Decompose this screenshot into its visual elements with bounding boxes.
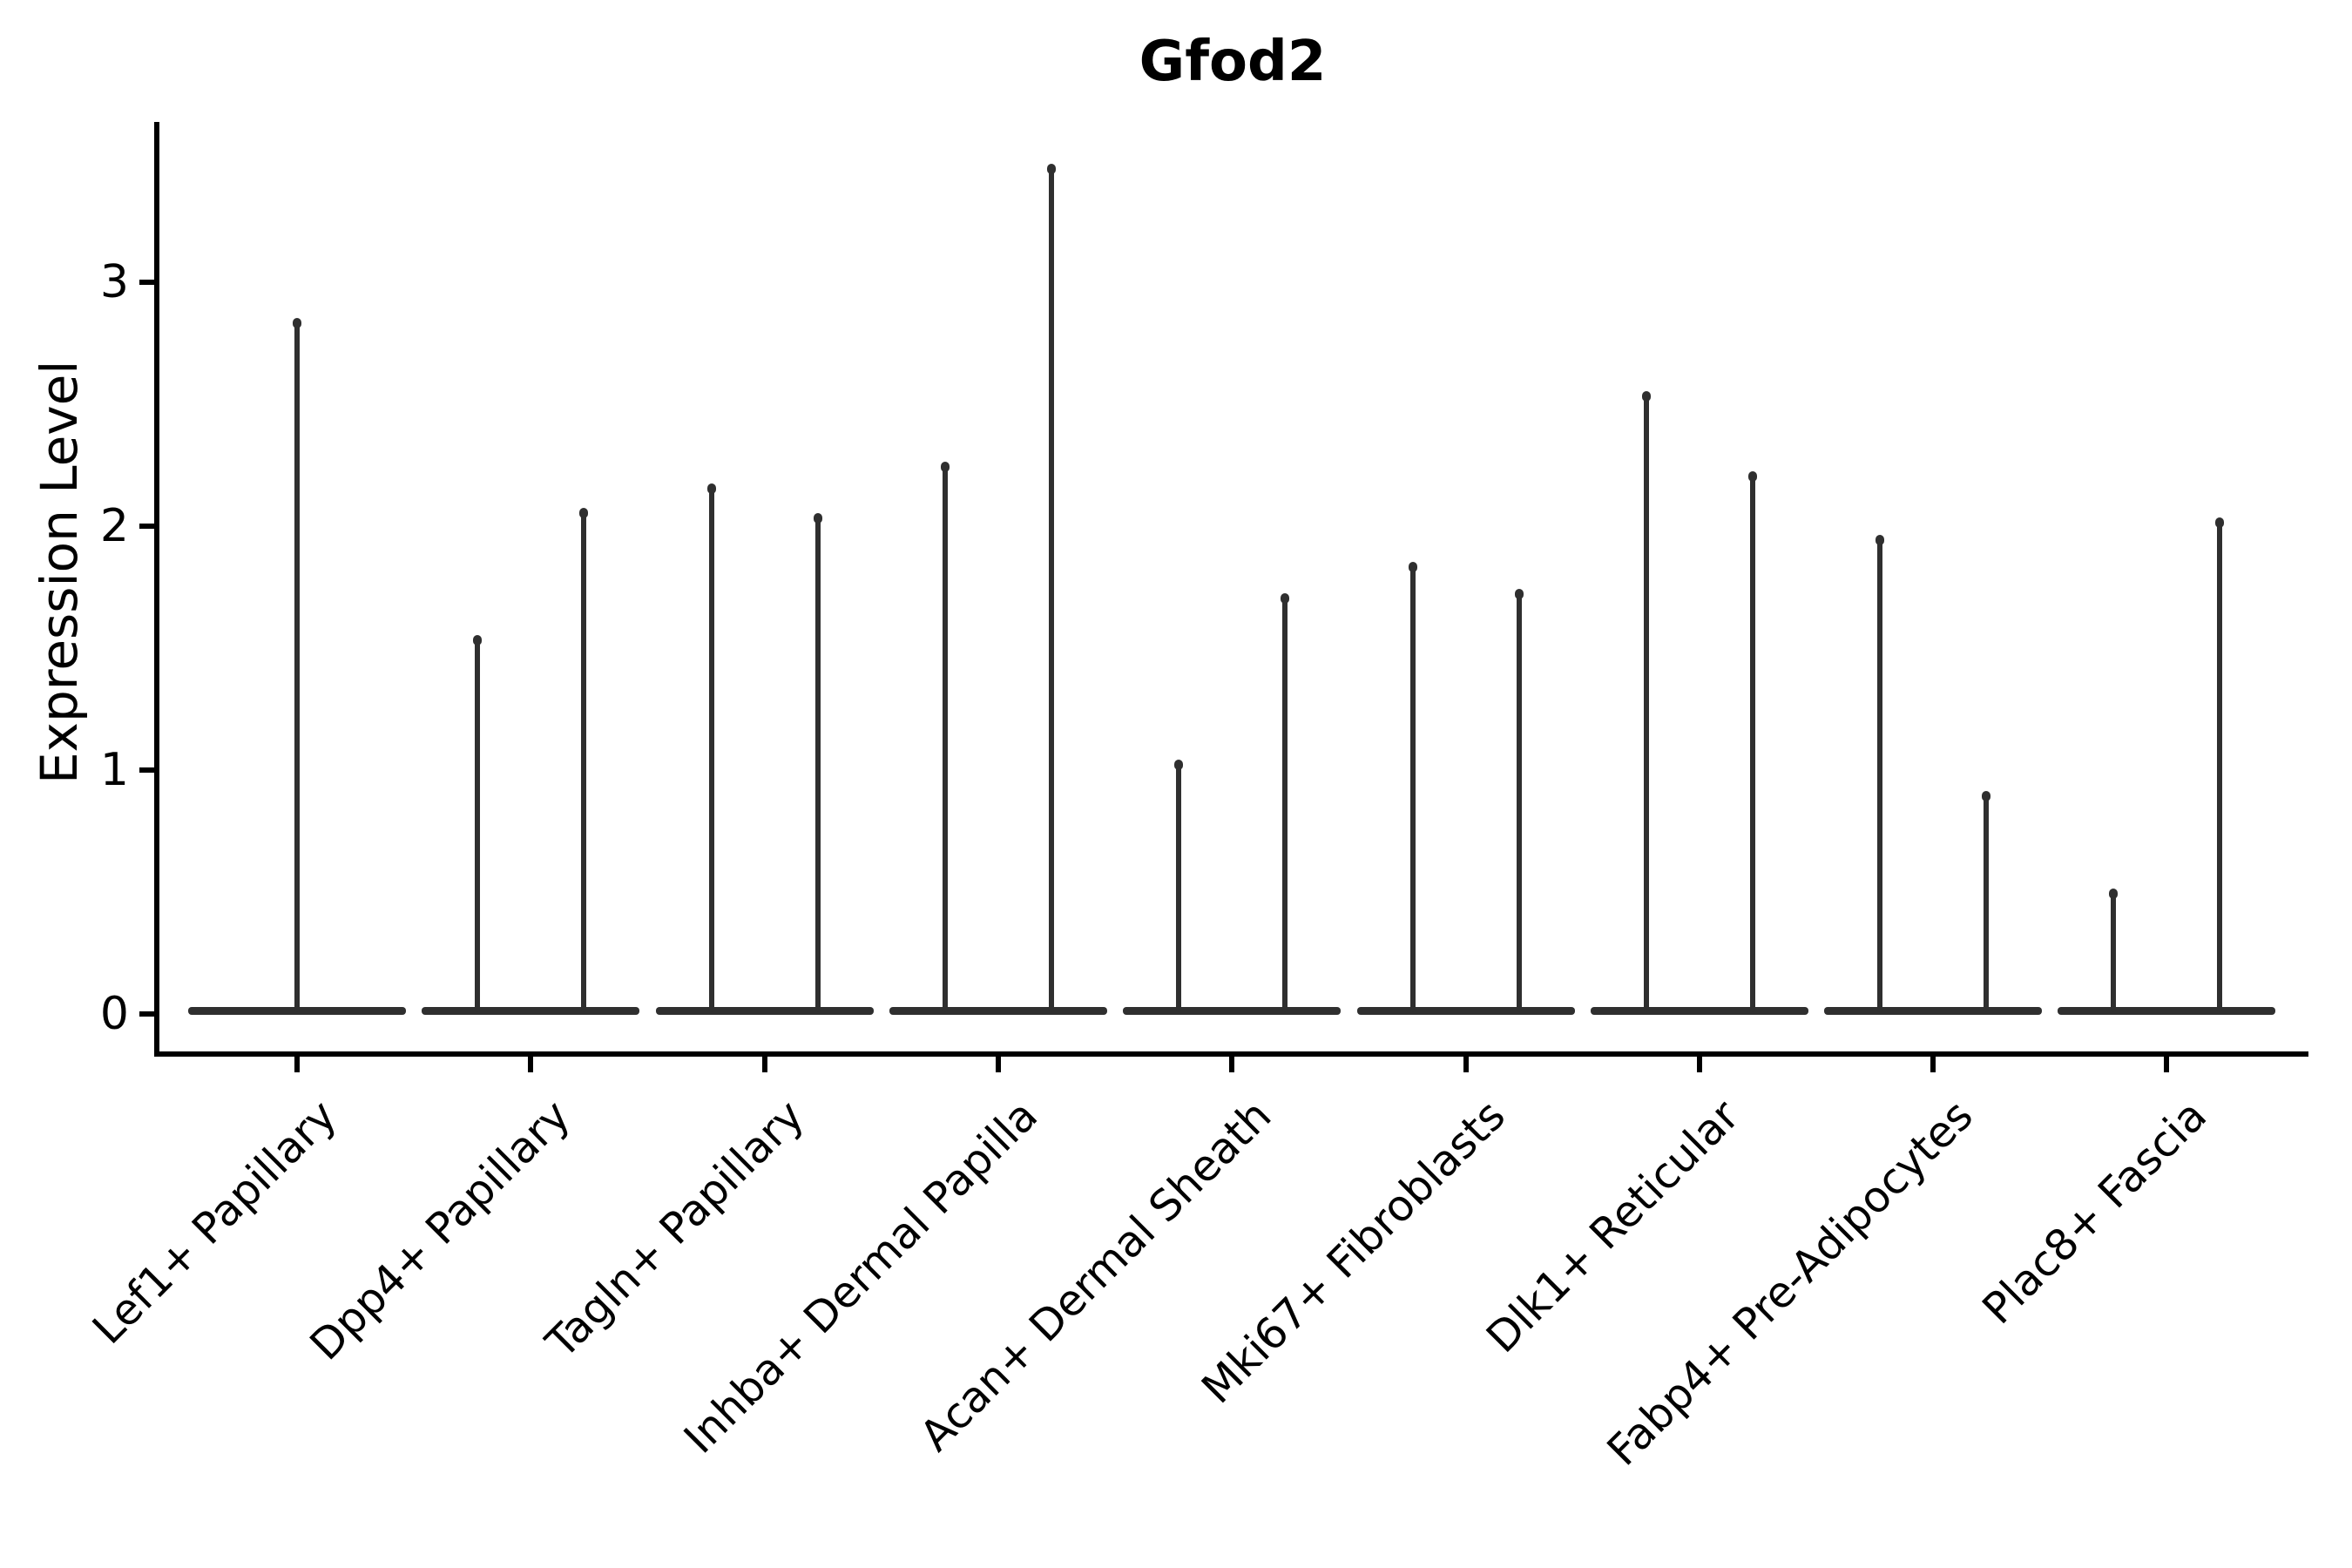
violin-spike (708, 487, 714, 1012)
violin-spike (1643, 394, 1649, 1012)
violin-base (422, 1007, 640, 1015)
x-tick-label: Plac8+ Fascia (1972, 1091, 2216, 1335)
violin-spike (2217, 521, 2223, 1012)
x-tick-mark (761, 1057, 767, 1072)
x-tick-mark (1696, 1057, 1702, 1072)
x-tick-mark (294, 1057, 300, 1072)
violin-spike-tip (2109, 889, 2119, 899)
x-tick-label: Dlk1+ Reticular (1477, 1091, 1749, 1362)
violin-base (889, 1007, 1107, 1015)
violin-spike-tip (1982, 791, 1991, 801)
violin-spike-tip (1408, 561, 1417, 572)
violin-spike-tip (940, 462, 950, 472)
violin-base (1590, 1007, 1808, 1015)
x-tick-label: Tagln+ Papillary (536, 1091, 814, 1369)
y-tick-mark (139, 767, 154, 773)
violin-spike (942, 465, 948, 1012)
violin-spike-tip (473, 634, 483, 645)
violin-spike (1984, 794, 1990, 1012)
violin-spike (1048, 167, 1054, 1012)
violin-base (1824, 1007, 2043, 1015)
violin-spike (1749, 475, 1755, 1012)
y-tick-label: 3 (99, 256, 129, 308)
violin-spike-tip (813, 512, 822, 524)
x-tick-label: Dpp4+ Papillary (301, 1091, 580, 1370)
violin-spike-tip (579, 508, 589, 519)
violin-spike (581, 511, 587, 1012)
x-tick-mark (1463, 1057, 1469, 1072)
violin-spike (1409, 564, 1416, 1012)
x-tick-mark (995, 1057, 1001, 1072)
violin-spike-tip (2215, 517, 2225, 529)
violin-spike (1877, 538, 1883, 1012)
violin-spike (1176, 762, 1182, 1012)
x-axis-spine (154, 1051, 2308, 1057)
violin-spike (475, 638, 481, 1012)
y-tick-mark (139, 1011, 154, 1017)
violin-spike-tip (1174, 759, 1184, 770)
x-tick-label: Lef1+ Papillary (83, 1091, 347, 1355)
violin-spike (2111, 892, 2117, 1012)
violin-spike-tip (1281, 593, 1290, 605)
violin-spike (1282, 597, 1288, 1012)
x-tick-mark (1930, 1057, 1936, 1072)
violin-spike (814, 516, 821, 1012)
y-tick-label: 2 (99, 500, 129, 552)
violin-spike-tip (706, 483, 716, 495)
x-tick-mark (2164, 1057, 2170, 1072)
violin-spike (1516, 591, 1522, 1012)
y-axis-spine (154, 122, 159, 1057)
violin-base (1123, 1007, 1342, 1015)
violin-spike-tip (1876, 535, 1885, 545)
y-axis-label: Expression Level (30, 360, 89, 784)
violin-spike-tip (1641, 390, 1651, 402)
y-tick-mark (139, 524, 154, 529)
violin-spike (294, 321, 300, 1012)
y-tick-mark (139, 280, 154, 285)
violin-spike-tip (1514, 588, 1524, 599)
violin-spike-tip (1747, 471, 1757, 483)
y-tick-label: 1 (99, 744, 129, 796)
chart-title: Gfod2 (1139, 30, 1327, 94)
violin-base (1356, 1007, 1575, 1015)
violin-spike-tip (1046, 164, 1056, 175)
violin-base (655, 1007, 874, 1015)
x-tick-mark (1229, 1057, 1235, 1072)
x-tick-mark (528, 1057, 534, 1072)
y-tick-label: 0 (99, 988, 129, 1040)
violin-spike-tip (293, 317, 301, 328)
violin-base (2058, 1007, 2276, 1015)
